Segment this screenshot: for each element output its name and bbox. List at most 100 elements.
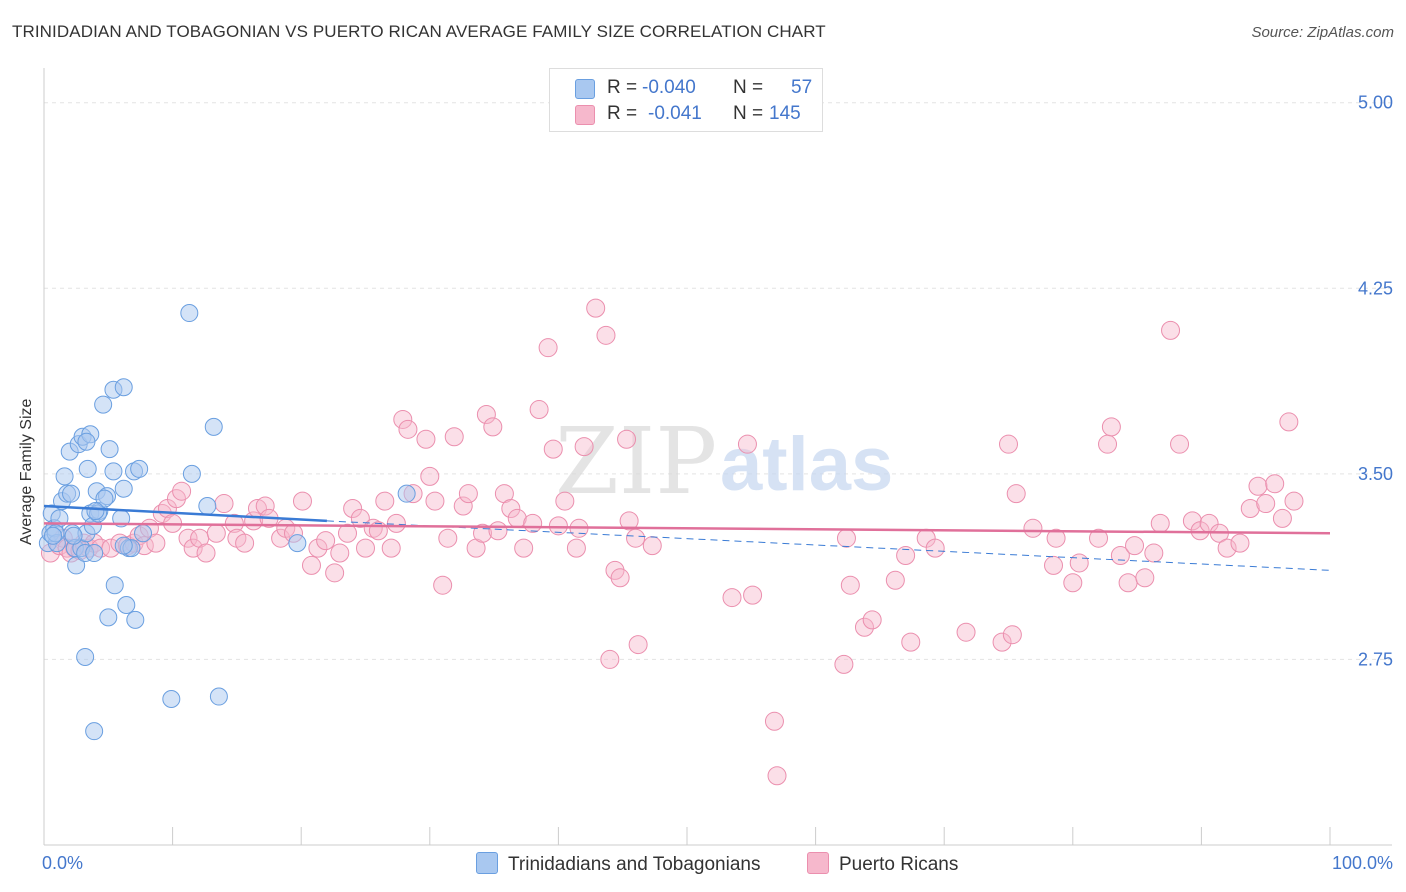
point-trinidadians-58 — [288, 534, 307, 553]
point-trinidadians-54 — [198, 497, 217, 516]
point-puerto-ricans-110 — [992, 632, 1012, 652]
point-puerto-ricans-44 — [325, 563, 345, 583]
point-puerto-ricans-75 — [523, 513, 543, 533]
point-puerto-ricans-47 — [343, 499, 363, 519]
point-puerto-ricans-125 — [1144, 543, 1164, 563]
point-puerto-ricans-74 — [514, 538, 534, 558]
point-puerto-ricans-115 — [1046, 528, 1066, 548]
point-puerto-ricans-59 — [420, 466, 440, 486]
point-puerto-ricans-51 — [368, 521, 388, 541]
watermark: ZIP atlas — [555, 408, 893, 515]
bottom-legend-swatch-pink — [807, 852, 829, 874]
legend-n-value: 57 — [791, 77, 813, 98]
point-puerto-ricans-108 — [925, 538, 945, 558]
point-puerto-ricans-98 — [767, 766, 787, 786]
legend-swatch-pink — [575, 105, 595, 125]
point-puerto-ricans-118 — [1089, 528, 1109, 548]
y-tick-label-1: 3.50 — [1358, 464, 1393, 484]
point-puerto-ricans-43 — [316, 531, 336, 551]
point-trinidadians-60 — [85, 722, 104, 741]
point-trinidadians-14 — [67, 556, 86, 575]
point-trinidadians-51 — [76, 647, 95, 666]
point-puerto-ricans-88 — [610, 568, 630, 588]
point-puerto-ricans-95 — [737, 434, 757, 454]
point-puerto-ricans-103 — [862, 610, 882, 630]
point-trinidadians-46 — [130, 459, 149, 478]
point-trinidadians-40 — [114, 479, 133, 498]
point-trinidadians-52 — [162, 690, 181, 709]
point-puerto-ricans-120 — [1101, 417, 1121, 437]
point-puerto-ricans-83 — [574, 437, 594, 457]
point-trinidadians-49 — [134, 524, 153, 543]
point-puerto-ricans-123 — [1125, 536, 1145, 556]
point-puerto-ricans-49 — [356, 538, 375, 558]
watermark-zip: ZIP — [555, 408, 717, 515]
legend-r-value: -0.040 — [642, 77, 696, 98]
x-tick-label-max: 100.0% — [1332, 853, 1393, 873]
point-puerto-ricans-41 — [301, 555, 321, 575]
point-puerto-ricans-127 — [1161, 320, 1181, 340]
point-puerto-ricans-91 — [626, 528, 646, 548]
x-tick-label-min: 0.0% — [42, 853, 83, 873]
point-trinidadians-28 — [78, 459, 97, 478]
point-puerto-ricans-109 — [956, 622, 976, 642]
point-puerto-ricans-124 — [1135, 568, 1155, 588]
point-puerto-ricans-45 — [330, 543, 350, 563]
point-trinidadians-15 — [62, 484, 81, 503]
point-puerto-ricans-60 — [425, 491, 445, 511]
point-puerto-ricans-117 — [1069, 553, 1089, 573]
point-puerto-ricans-140 — [1279, 412, 1299, 432]
y-tick-label-0: 2.75 — [1358, 649, 1393, 669]
point-puerto-ricans-27 — [196, 543, 216, 563]
point-trinidadians-48 — [99, 608, 118, 627]
trend-line-puerto-ricans — [43, 522, 1331, 535]
point-puerto-ricans-81 — [566, 538, 586, 558]
y-axis-label: Average Family Size — [18, 398, 35, 545]
point-puerto-ricans-65 — [458, 484, 478, 504]
point-puerto-ricans-134 — [1230, 533, 1250, 553]
point-puerto-ricans-32 — [235, 533, 255, 553]
point-puerto-ricans-55 — [393, 409, 413, 429]
correlation-legend: R = -0.040 N = 57 R = -0.041 N = 145 — [549, 68, 823, 132]
series-puerto-ricans — [40, 298, 1304, 786]
point-puerto-ricans-90 — [619, 511, 639, 531]
point-puerto-ricans-42 — [308, 538, 328, 558]
point-puerto-ricans-141 — [1284, 491, 1304, 511]
series-trinidadians — [38, 304, 416, 741]
point-puerto-ricans-62 — [438, 528, 458, 548]
point-puerto-ricans-29 — [214, 494, 234, 514]
legend-n-label: N = — [733, 103, 764, 124]
point-trinidadians-45 — [114, 536, 133, 555]
bottom-legend-label: Trinidadians and Tobagonians — [508, 854, 761, 875]
point-puerto-ricans-46 — [337, 523, 357, 543]
point-puerto-ricans-63 — [444, 427, 464, 447]
point-puerto-ricans-116 — [1063, 573, 1083, 593]
point-puerto-ricans-106 — [901, 632, 921, 652]
point-puerto-ricans-133 — [1217, 538, 1237, 558]
legend-r-label: R = — [607, 77, 638, 98]
point-puerto-ricans-99 — [834, 654, 854, 674]
point-puerto-ricans-89 — [617, 429, 637, 449]
bottom-legend-puerto-ricans: Puerto Ricans — [807, 852, 958, 876]
point-trinidadians-53 — [180, 304, 199, 323]
point-puerto-ricans-30 — [224, 513, 244, 533]
point-puerto-ricans-86 — [600, 649, 620, 669]
point-puerto-ricans-52 — [375, 491, 395, 511]
point-trinidadians-31 — [64, 526, 83, 545]
point-puerto-ricans-100 — [836, 528, 856, 548]
point-puerto-ricans-58 — [416, 429, 436, 449]
point-trinidadians-9 — [55, 467, 74, 486]
point-puerto-ricans-136 — [1248, 476, 1268, 496]
point-puerto-ricans-84 — [586, 298, 606, 318]
point-puerto-ricans-112 — [1002, 625, 1022, 645]
point-puerto-ricans-122 — [1118, 573, 1138, 593]
point-puerto-ricans-72 — [501, 499, 521, 519]
point-trinidadians-25 — [94, 395, 113, 414]
point-puerto-ricans-92 — [628, 635, 648, 655]
axes — [43, 68, 1392, 846]
point-puerto-ricans-56 — [398, 419, 418, 439]
point-puerto-ricans-119 — [1098, 434, 1118, 454]
point-puerto-ricans-79 — [548, 516, 568, 536]
watermark-atlas: atlas — [720, 422, 893, 507]
point-trinidadians-55 — [204, 417, 223, 436]
